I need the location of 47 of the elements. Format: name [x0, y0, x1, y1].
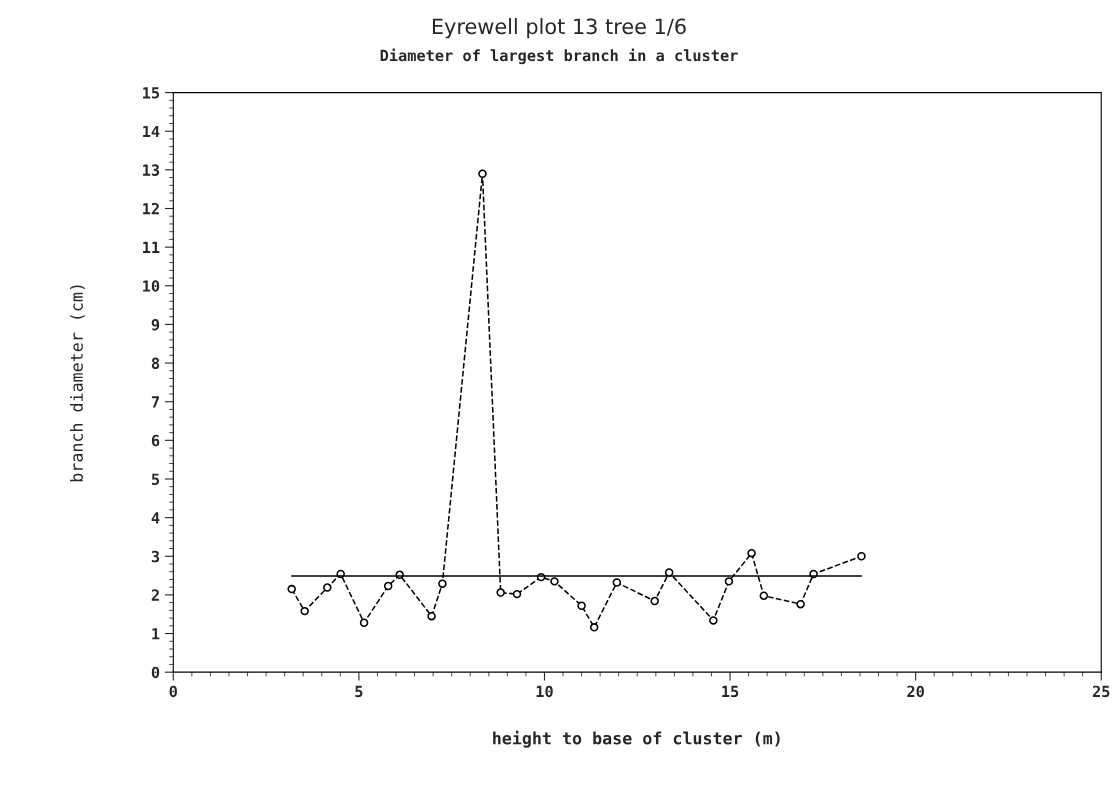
point [796, 599, 805, 609]
point [747, 548, 756, 558]
y-tick-label: 7 [151, 396, 159, 408]
y-tick-label: 11 [143, 241, 160, 253]
y-tick-label: 14 [143, 125, 160, 138]
point [857, 552, 866, 561]
point [650, 596, 659, 606]
x-tick-label: 10 [536, 685, 553, 698]
point [512, 589, 522, 599]
point [478, 169, 487, 178]
point [724, 577, 734, 586]
y-tick-label: 10 [143, 280, 160, 292]
x-tick-label: 20 [907, 685, 924, 698]
point [359, 618, 369, 627]
y-tick-label: 8 [151, 357, 160, 370]
point [300, 606, 309, 616]
point [383, 581, 393, 591]
x-tick-label: 5 [355, 685, 363, 698]
y-tick-label: 1 [152, 628, 160, 640]
chart-subtitle: Diameter of largest branch in a cluster [380, 48, 738, 65]
point [577, 601, 586, 610]
y-tick-label: 13 [143, 164, 160, 176]
point [550, 577, 559, 586]
point [612, 578, 622, 587]
point [589, 623, 599, 632]
point [427, 611, 436, 621]
y-tick-label: 15 [143, 87, 160, 99]
y-tick-label: 5 [151, 473, 160, 485]
y-tick-label: 6 [151, 434, 160, 447]
point [438, 579, 447, 588]
x-axis-title: height to base of cluster (m) [493, 730, 780, 748]
point [709, 616, 718, 625]
y-tick-label: 2 [151, 589, 159, 601]
point [759, 591, 769, 600]
point [287, 584, 296, 594]
y-tick-label: 3 [151, 550, 160, 563]
x-tick-label: 15 [722, 685, 739, 698]
x-tick-label: 0 [169, 685, 177, 698]
y-tick-label: 4 [151, 512, 160, 524]
x-tick-label: 25 [1092, 685, 1110, 698]
y-tick-label: 9 [151, 318, 160, 331]
y-axis-title: branch diameter (cm) [70, 285, 85, 482]
chart-title: Eyrewell plot 13 tree 1/6 [432, 18, 686, 39]
y-tick-label: 12 [143, 202, 159, 215]
point [496, 588, 505, 597]
point [323, 583, 332, 592]
y-tick-label: 0 [151, 666, 160, 679]
